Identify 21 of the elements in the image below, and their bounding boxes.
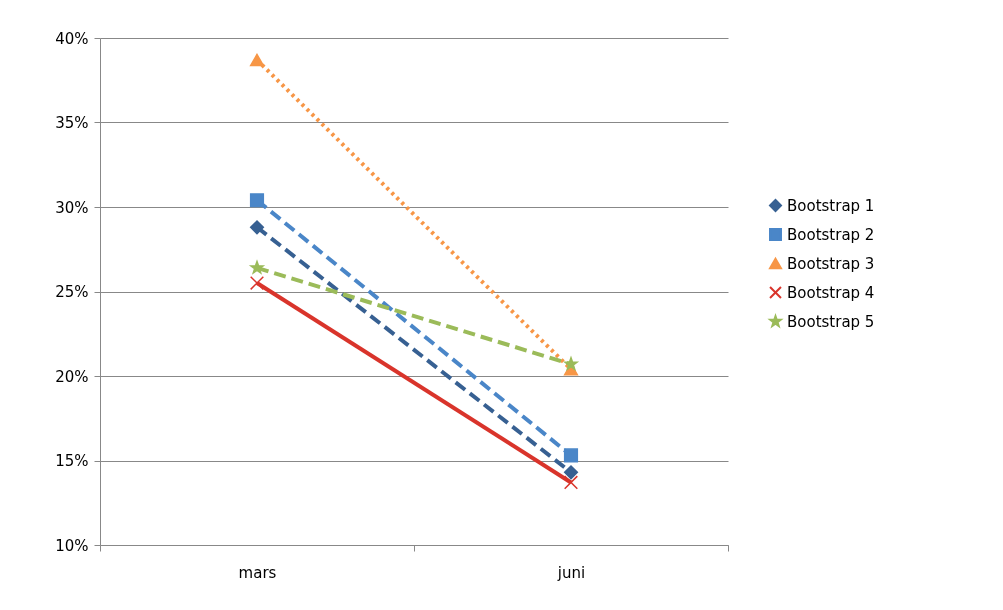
- legend-label: Bootstrap 5: [787, 312, 875, 331]
- point: [563, 448, 579, 463]
- point: [563, 465, 579, 480]
- legend-label: Bootstrap 4: [787, 283, 875, 302]
- x-tick-label: mars: [238, 563, 277, 582]
- point: [249, 193, 265, 208]
- x-tick-label: juni: [556, 563, 586, 582]
- y-tick-label: 10%: [55, 536, 89, 555]
- y-tick-label: 30%: [55, 198, 89, 217]
- point: [249, 275, 265, 291]
- legend-label: Bootstrap 2: [787, 225, 875, 244]
- y-tick-label: 35%: [55, 114, 89, 132]
- legend-label: Bootstrap 3: [787, 254, 875, 273]
- y-tick-label: 20%: [55, 367, 89, 386]
- point: [249, 220, 265, 235]
- point: [250, 260, 264, 274]
- y-tick-label: 25%: [55, 283, 89, 301]
- y-tick-label: 15%: [55, 452, 89, 470]
- point: [563, 475, 579, 490]
- legend-label: Bootstrap 1: [787, 196, 875, 215]
- y-tick-label: 40%: [55, 29, 89, 48]
